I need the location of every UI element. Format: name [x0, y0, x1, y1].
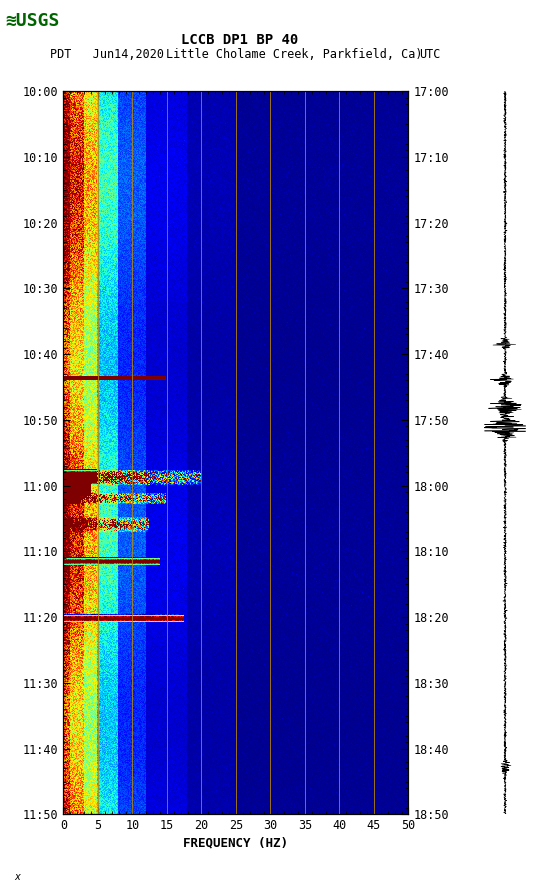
Text: Little Cholame Creek, Parkfield, Ca): Little Cholame Creek, Parkfield, Ca): [166, 48, 422, 61]
Text: ≋USGS: ≋USGS: [6, 13, 60, 30]
X-axis label: FREQUENCY (HZ): FREQUENCY (HZ): [183, 837, 289, 849]
Text: x: x: [14, 872, 19, 882]
Text: LCCB DP1 BP 40: LCCB DP1 BP 40: [182, 33, 299, 47]
Text: UTC: UTC: [420, 48, 441, 61]
Text: PDT   Jun14,2020: PDT Jun14,2020: [50, 48, 164, 61]
